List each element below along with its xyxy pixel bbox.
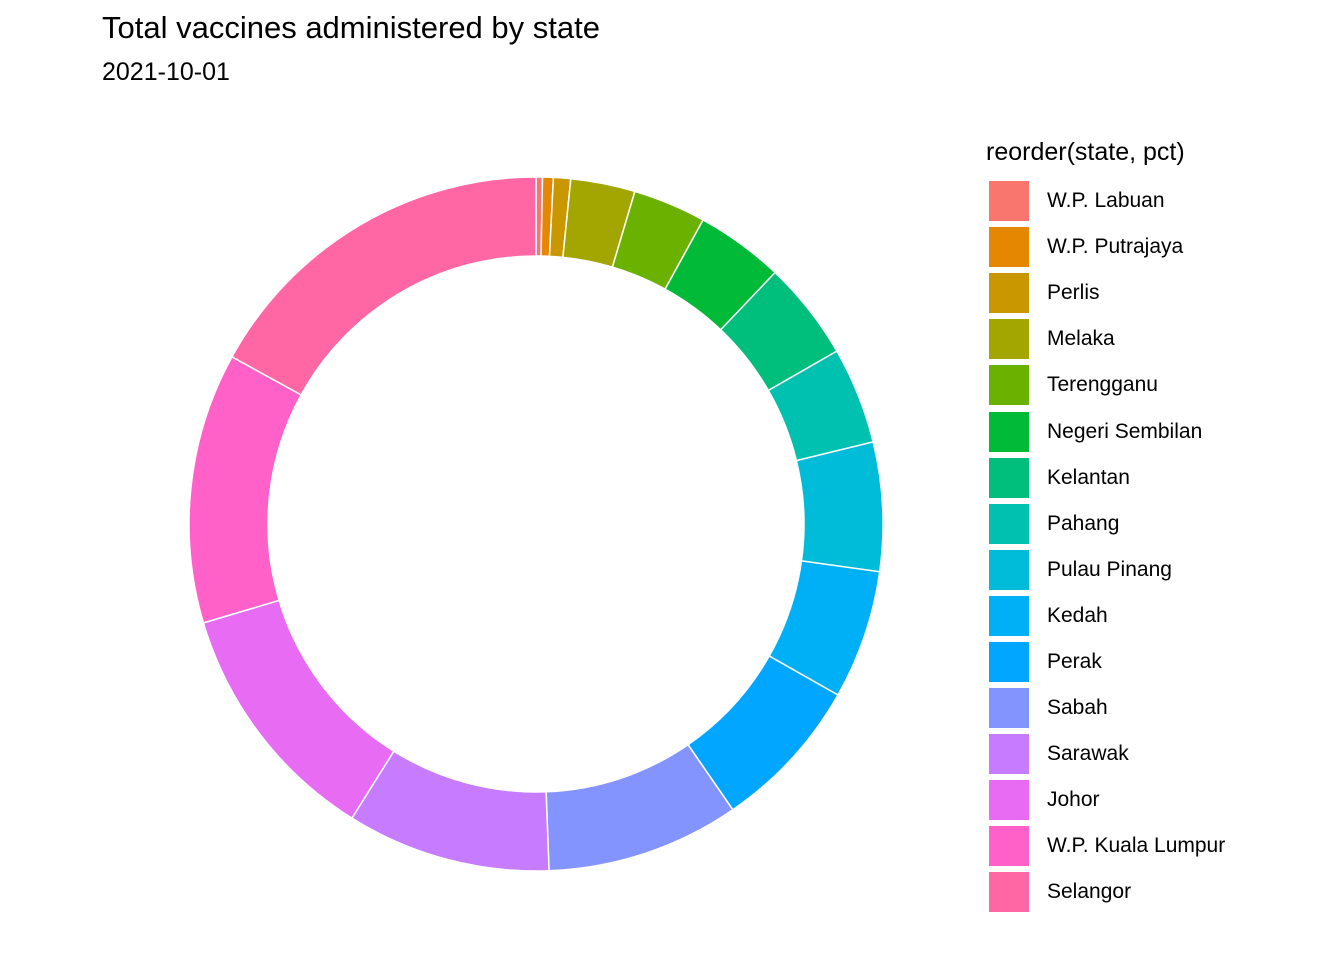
legend-key	[989, 780, 1029, 821]
legend-label: W.P. Labuan	[1047, 189, 1165, 213]
legend: reorder(state, pct) W.P. Labuan W.P. Putr…	[986, 136, 1225, 916]
slice-pulau-pinang	[795, 441, 884, 573]
legend-label: Pahang	[1047, 511, 1120, 535]
legend-key	[989, 734, 1029, 775]
legend-key	[989, 365, 1029, 406]
legend-item: Pulau Pinang	[986, 547, 1225, 593]
legend-key	[989, 503, 1029, 544]
legend-item: Sabah	[986, 685, 1225, 731]
legend-key	[989, 595, 1029, 636]
legend-key	[989, 457, 1029, 498]
legend-key	[989, 181, 1029, 222]
legend-item: Kelantan	[986, 455, 1225, 501]
legend-label: Sarawak	[1047, 742, 1129, 766]
legend-key	[989, 273, 1029, 314]
slice-johor	[202, 599, 395, 820]
legend-item: Melaka	[986, 316, 1225, 362]
legend-label: Kelantan	[1047, 465, 1130, 489]
legend-label: Terengganu	[1047, 373, 1158, 397]
chart-title: Total vaccines administered by state	[102, 10, 600, 45]
legend-label: Sabah	[1047, 696, 1108, 720]
legend-item: W.P. Kuala Lumpur	[986, 823, 1225, 869]
legend-item: Perak	[986, 639, 1225, 685]
legend-item: Negeri Sembilan	[986, 408, 1225, 454]
legend-item: Perlis	[986, 270, 1225, 316]
legend-label: Selangor	[1047, 880, 1132, 904]
legend-items: W.P. Labuan W.P. Putrajaya Perlis Melaka Ter…	[986, 178, 1225, 916]
legend-label: Johor	[1047, 788, 1100, 812]
legend-label: Melaka	[1047, 327, 1115, 351]
legend-key	[989, 826, 1029, 867]
legend-key	[989, 411, 1029, 452]
slice-w-p-kuala-lumpur	[188, 355, 303, 624]
legend-key	[989, 319, 1029, 360]
legend-key	[989, 688, 1029, 729]
legend-label: Pulau Pinang	[1047, 557, 1172, 581]
legend-label: W.P. Kuala Lumpur	[1047, 834, 1226, 858]
legend-item: W.P. Labuan	[986, 178, 1225, 224]
legend-item: Sarawak	[986, 731, 1225, 777]
donut-slices	[188, 176, 884, 872]
legend-label: Perlis	[1047, 281, 1100, 305]
legend-label: Perak	[1047, 649, 1102, 673]
legend-key	[989, 227, 1029, 268]
legend-key	[989, 872, 1029, 913]
legend-key	[989, 549, 1029, 590]
legend-label: Kedah	[1047, 603, 1108, 627]
legend-key	[989, 641, 1029, 682]
legend-title: reorder(state, pct)	[986, 138, 1185, 166]
legend-item: Kedah	[986, 593, 1225, 639]
legend-label: Negeri Sembilan	[1047, 419, 1203, 443]
legend-item: Pahang	[986, 501, 1225, 547]
legend-label: W.P. Putrajaya	[1047, 235, 1184, 259]
legend-item: Terengganu	[986, 362, 1225, 408]
slice-selangor	[230, 176, 537, 396]
legend-item: W.P. Putrajaya	[986, 224, 1225, 270]
chart-subtitle: 2021-10-01	[102, 58, 230, 86]
legend-item: Selangor	[986, 869, 1225, 915]
legend-item: Johor	[986, 777, 1225, 823]
